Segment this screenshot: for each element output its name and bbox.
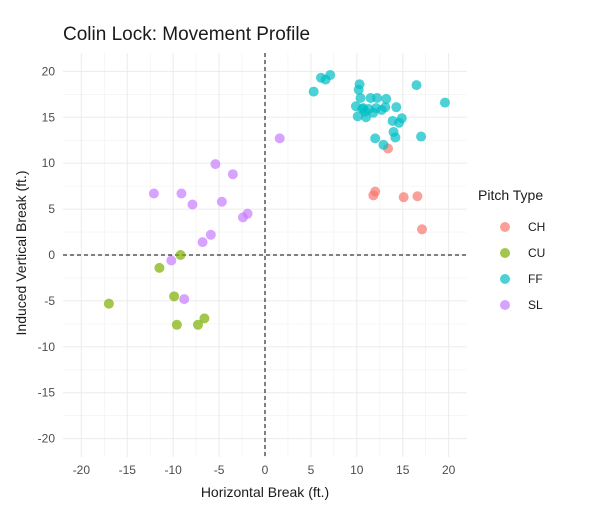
point-ff [352, 111, 363, 122]
y-axis-label: Induced Vertical Break (ft.) [13, 171, 29, 336]
y-axis-ticks: -20 -15 -10 -5 0 5 10 15 20 [38, 64, 56, 445]
point-cu [192, 319, 203, 330]
point-ch [370, 186, 381, 197]
point-ff [325, 70, 336, 81]
point-ff [308, 86, 319, 97]
point-sl [210, 159, 221, 170]
point-ff [411, 80, 422, 91]
point-ff [355, 92, 366, 103]
y-tick-label: -5 [44, 294, 55, 308]
point-sl [205, 229, 216, 240]
data-points [103, 70, 450, 330]
reference-lines [63, 53, 467, 457]
point-sl [242, 208, 253, 219]
y-tick-label: -20 [38, 432, 56, 446]
point-ff [381, 93, 392, 104]
point-ff [370, 133, 381, 144]
point-sl [197, 237, 208, 248]
y-tick-label: -15 [38, 386, 56, 400]
point-sl [176, 188, 187, 199]
point-sl [227, 169, 238, 180]
point-ff [396, 113, 407, 124]
y-tick-label: 20 [42, 64, 56, 78]
x-tick-label: -10 [165, 463, 183, 477]
point-cu [169, 291, 180, 302]
point-ff [378, 139, 389, 150]
y-tick-label: 15 [42, 110, 56, 124]
x-tick-label: -5 [214, 463, 225, 477]
x-tick-label: -20 [73, 463, 91, 477]
point-ff [390, 132, 401, 143]
point-sl [148, 188, 159, 199]
x-tick-label: 0 [262, 463, 269, 477]
x-axis-label: Horizontal Break (ft.) [201, 484, 329, 500]
x-axis-ticks: -20 -15 -10 -5 0 5 10 15 20 [73, 463, 456, 477]
legend-key-ff [500, 274, 510, 284]
y-tick-label: 5 [48, 202, 55, 216]
legend: Pitch Type CH CU FF SL [478, 187, 545, 312]
point-ff [391, 102, 402, 113]
legend-label-ch: CH [528, 220, 545, 234]
point-sl [216, 196, 227, 207]
x-tick-label: 15 [396, 463, 410, 477]
legend-title: Pitch Type [478, 187, 543, 203]
y-tick-label: -10 [38, 340, 56, 354]
point-ff [361, 112, 371, 123]
legend-key-sl [500, 300, 510, 310]
point-ff [380, 102, 391, 113]
point-sl [187, 199, 198, 210]
point-sl [274, 133, 285, 144]
legend-key-ch [500, 222, 510, 232]
point-cu [154, 262, 165, 273]
x-tick-label: 5 [308, 463, 315, 477]
x-tick-label: 20 [442, 463, 456, 477]
point-ff [357, 104, 368, 115]
point-cu [175, 250, 186, 260]
x-tick-label: 10 [350, 463, 364, 477]
point-ff [416, 131, 427, 142]
y-tick-label: 0 [48, 248, 55, 262]
legend-label-ff: FF [528, 272, 543, 286]
point-cu [103, 298, 114, 309]
point-cu [171, 319, 182, 330]
chart-title: Colin Lock: Movement Profile [63, 24, 310, 45]
point-ff [439, 97, 450, 108]
point-sl [179, 294, 190, 305]
point-ch [398, 192, 409, 203]
legend-key-cu [500, 248, 510, 258]
legend-label-cu: CU [528, 246, 545, 260]
point-sl [166, 255, 177, 266]
x-tick-label: -15 [119, 463, 137, 477]
point-ff [372, 92, 383, 103]
point-ff [354, 79, 365, 90]
point-cu [199, 313, 210, 324]
legend-label-sl: SL [528, 298, 543, 312]
point-ch [412, 191, 423, 202]
point-ch [417, 224, 428, 235]
y-tick-label: 10 [42, 156, 56, 170]
